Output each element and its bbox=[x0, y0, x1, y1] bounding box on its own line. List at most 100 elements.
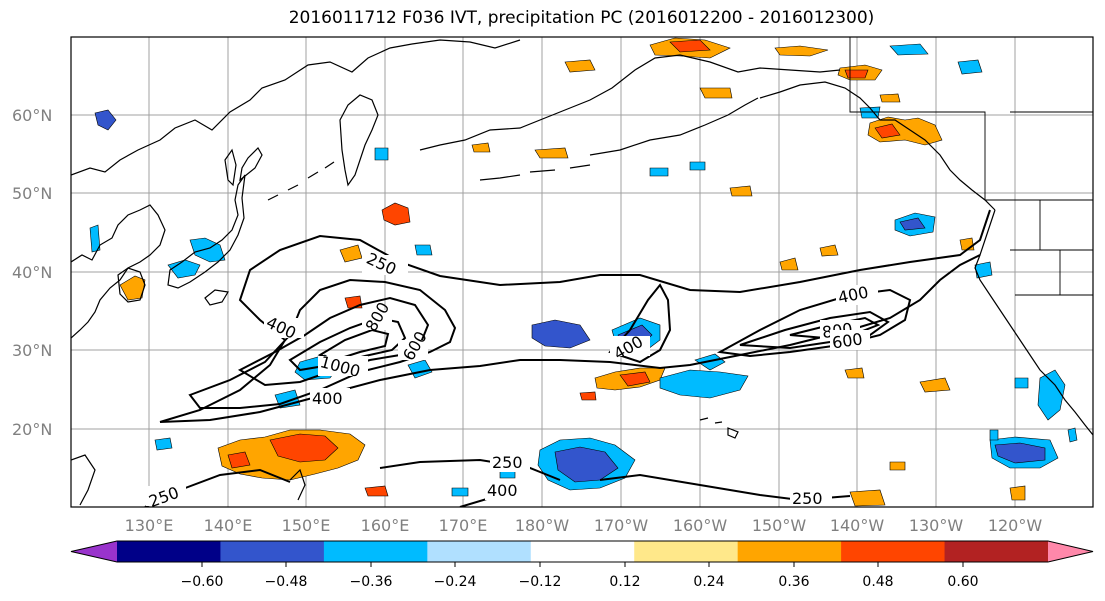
precip-blob bbox=[471, 142, 491, 153]
lat-label: 60°N bbox=[12, 106, 52, 125]
precip-blob bbox=[989, 429, 999, 441]
colorbar-swatch bbox=[427, 541, 532, 562]
precip-blob bbox=[844, 69, 869, 79]
precip-blob bbox=[959, 237, 975, 251]
precip-blob bbox=[899, 217, 926, 231]
colorbar-tick-label: −0.12 bbox=[519, 574, 562, 590]
colorbar-swatch bbox=[634, 541, 739, 562]
lat-label: 50°N bbox=[12, 184, 52, 203]
colorbar-tick-label: −0.36 bbox=[350, 574, 393, 590]
precip-blob bbox=[874, 123, 901, 139]
lon-label: 120°W bbox=[988, 516, 1043, 535]
precip-blob bbox=[774, 45, 829, 57]
precip-blob bbox=[649, 167, 669, 177]
precip-blob bbox=[849, 489, 886, 507]
precip-blob bbox=[531, 319, 591, 349]
colorbar-swatch bbox=[323, 541, 428, 562]
contour-label: 400 bbox=[312, 389, 343, 408]
map-title: 2016011712 F036 IVT, precipitation PC (2… bbox=[288, 8, 875, 28]
colorbar-swatch bbox=[117, 541, 221, 562]
precip-blob bbox=[1009, 485, 1026, 501]
precip-blob bbox=[659, 369, 749, 399]
longitude-labels: 130°E 140°E 150°E 160°E 170°E 180°W 170°… bbox=[125, 516, 1043, 535]
precip-blob bbox=[957, 59, 983, 75]
precip-blob bbox=[889, 461, 906, 471]
precip-blob bbox=[619, 371, 651, 387]
lon-label: 160°E bbox=[361, 516, 410, 535]
precip-blob bbox=[819, 244, 839, 257]
precip-blob bbox=[779, 257, 799, 271]
colorbar-extend-high bbox=[1048, 541, 1093, 562]
precip-blob bbox=[534, 147, 569, 159]
contour-label: 600 bbox=[831, 329, 864, 352]
latitude-labels: 60°N 50°N 40°N 30°N 20°N bbox=[12, 106, 52, 439]
colorbar-tick-label: 0.60 bbox=[947, 574, 978, 590]
precip-blob bbox=[1014, 377, 1029, 389]
colorbar-swatch bbox=[841, 541, 946, 562]
political-borders bbox=[849, 37, 1093, 296]
contour-label: 250 bbox=[792, 489, 823, 508]
colorbar-tick-labels: −0.60 −0.48 −0.36 −0.24 −0.12 0.12 0.24 … bbox=[181, 574, 979, 590]
precip-blob bbox=[554, 446, 619, 483]
precip-blob bbox=[889, 43, 929, 56]
coastlines bbox=[71, 39, 1093, 506]
lon-label: 170°W bbox=[594, 516, 649, 535]
colorbar-extend-low bbox=[71, 541, 117, 562]
precip-blob bbox=[867, 116, 943, 146]
precip-blob bbox=[579, 391, 597, 401]
lon-label: 160°W bbox=[673, 516, 728, 535]
precip-blob bbox=[729, 185, 753, 197]
lat-label: 20°N bbox=[12, 420, 52, 439]
map-border bbox=[70, 36, 1094, 508]
colorbar-tick-label: 0.36 bbox=[778, 574, 809, 590]
colorbar-swatch bbox=[737, 541, 842, 562]
colorbar-swatch bbox=[220, 541, 325, 562]
precip-blob bbox=[689, 161, 706, 171]
lon-label: 170°E bbox=[439, 516, 488, 535]
lon-label: 150°E bbox=[282, 516, 331, 535]
precip-blob bbox=[879, 93, 901, 103]
graticule bbox=[71, 37, 1093, 507]
precip-blob bbox=[974, 261, 993, 279]
colorbar-tick-label: −0.48 bbox=[265, 574, 308, 590]
precip-blob bbox=[564, 59, 596, 73]
contour-label: 400 bbox=[487, 481, 518, 500]
lat-label: 40°N bbox=[12, 263, 52, 282]
colorbar-tick-label: −0.24 bbox=[434, 574, 477, 590]
colorbar-swatch bbox=[944, 541, 1049, 562]
lon-label: 130°E bbox=[125, 516, 174, 535]
precip-blob bbox=[1037, 369, 1066, 421]
lon-label: 180°W bbox=[515, 516, 570, 535]
precip-blob bbox=[381, 202, 411, 226]
colorbar-tick-label: 0.24 bbox=[693, 574, 724, 590]
precip-blob bbox=[89, 224, 101, 253]
colorbar-tick-label: −0.60 bbox=[181, 574, 224, 590]
colorbar-outline bbox=[70, 540, 1094, 563]
colorbar-tick-label: 0.48 bbox=[862, 574, 893, 590]
precip-blob bbox=[844, 367, 865, 379]
lon-label: 130°W bbox=[909, 516, 964, 535]
precip-blob bbox=[167, 259, 201, 279]
lon-label: 140°E bbox=[204, 516, 253, 535]
precip-blob bbox=[994, 442, 1046, 464]
lon-label: 150°W bbox=[752, 516, 807, 535]
precip-blob bbox=[919, 377, 951, 393]
colorbar bbox=[70, 540, 1094, 567]
map-panel: 250 400 600 800 1000 400 400 250 400 250… bbox=[71, 37, 1093, 508]
precip-blob bbox=[94, 109, 117, 131]
lat-label: 30°N bbox=[12, 341, 52, 360]
precip-blob bbox=[364, 485, 389, 497]
precip-blob bbox=[154, 437, 173, 451]
precip-blob bbox=[1067, 427, 1078, 443]
precip-blob bbox=[451, 487, 469, 497]
precip-blob bbox=[227, 451, 251, 469]
colorbar-swatch bbox=[530, 541, 635, 562]
colorbar-tick-label: 0.12 bbox=[609, 574, 640, 590]
precip-blob bbox=[374, 147, 389, 161]
lon-label: 140°W bbox=[830, 516, 885, 535]
precip-blob bbox=[414, 244, 433, 256]
precip-blob bbox=[699, 87, 733, 99]
contour-label: 250 bbox=[492, 453, 523, 472]
precip-blob bbox=[269, 433, 339, 463]
